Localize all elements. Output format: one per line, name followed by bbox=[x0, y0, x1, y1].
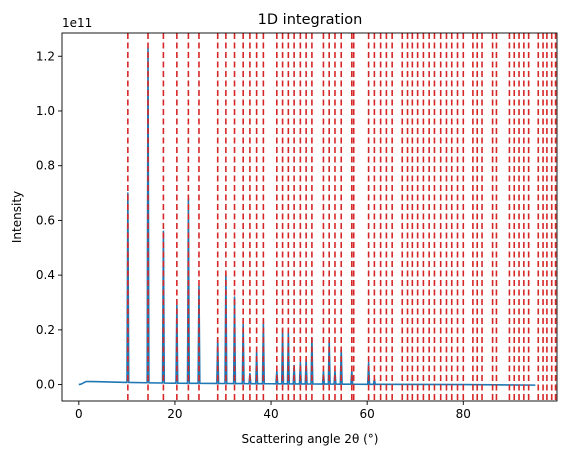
chart-title: 1D integration bbox=[258, 12, 363, 28]
x-tick-label: 40 bbox=[263, 407, 278, 421]
x-axis-ticks: 0 20 40 60 80 bbox=[75, 401, 471, 421]
y-tick-label: 1.0 bbox=[36, 104, 55, 118]
x-tick-label: 80 bbox=[456, 407, 471, 421]
x-tick-label: 0 bbox=[75, 407, 83, 421]
x-tick-label: 20 bbox=[167, 407, 182, 421]
y-tick-label: 0.0 bbox=[36, 378, 55, 392]
y-tick-label: 0.6 bbox=[36, 213, 55, 227]
series-layer bbox=[78, 47, 536, 386]
reference-lines-layer bbox=[127, 33, 557, 401]
x-axis-label: Scattering angle 2θ (°) bbox=[242, 432, 379, 446]
x-tick-label: 60 bbox=[360, 407, 375, 421]
y-tick-label: 0.2 bbox=[36, 323, 55, 337]
y-tick-label: 0.4 bbox=[36, 268, 55, 282]
y-axis-label: Intensity bbox=[10, 191, 24, 243]
y-offset-label: 1e11 bbox=[62, 16, 92, 30]
axes-frame bbox=[61, 32, 558, 402]
y-axis-ticks: 0.0 0.2 0.4 0.6 0.8 1.0 1.2 bbox=[36, 49, 62, 392]
series-line bbox=[78, 47, 536, 386]
y-tick-label: 1.2 bbox=[36, 49, 55, 63]
plot-area bbox=[61, 32, 558, 402]
y-tick-label: 0.8 bbox=[36, 159, 55, 173]
